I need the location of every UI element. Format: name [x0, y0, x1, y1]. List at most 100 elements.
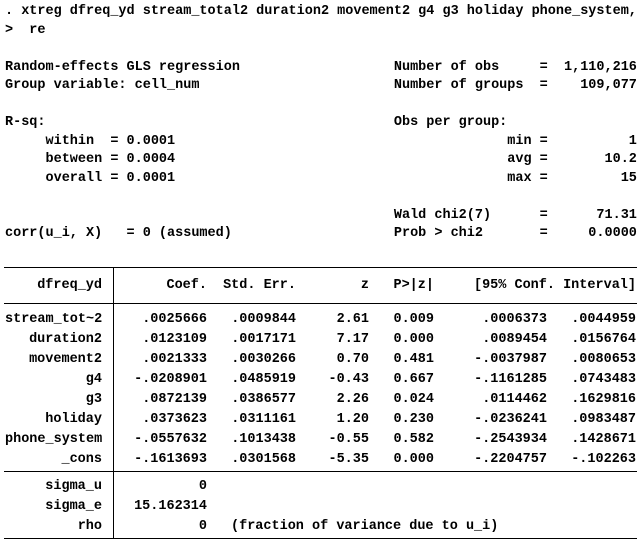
value-cell: 15.162314 [134, 499, 207, 514]
z-cell: 1.20 [336, 412, 369, 427]
coef-cell: .0123109 [142, 332, 207, 347]
std-err-header-cell: Std. Err. [223, 278, 296, 293]
var-name-cell: duration2 [29, 332, 102, 347]
coef-cell: -.0557632 [134, 432, 207, 447]
var-name-cell: rho [77, 519, 102, 534]
std-err-cell: .0030266 [231, 352, 296, 367]
table-row: stream_tot~2 .0025666 .0009844 2.61 0.00… [5, 310, 637, 330]
header-separator-rule [4, 303, 637, 304]
z-cell: 2.26 [336, 392, 369, 407]
note-cell: (fraction of variance due to u_i) [231, 519, 499, 534]
z-cell: 0.70 [336, 352, 369, 367]
std-err-cell: .0485919 [231, 372, 296, 387]
z-cell: 2.61 [336, 312, 369, 327]
column-divider-line [113, 267, 114, 539]
std-err-cell: .0311161 [231, 412, 296, 427]
model-title-nobs-line: Random-effects GLS regression Number of … [5, 59, 637, 75]
blank-line [5, 40, 637, 59]
sigma-u-row: sigma_u 0 [5, 477, 637, 497]
p-cell: 0.230 [393, 412, 434, 427]
ci-header-cell: [95% Conf. Interval] [473, 278, 636, 293]
coefficient-table-body: stream_tot~2 .0025666 .0009844 2.61 0.00… [5, 310, 637, 470]
ci-low-cell: -.0236241 [474, 412, 547, 427]
z-cell: -0.55 [328, 432, 369, 447]
coef-cell: .0373623 [142, 412, 207, 427]
variance-components-block: sigma_u 0 sigma_e 15.162314 rho 0 (fract… [5, 477, 637, 537]
std-err-cell: .0301568 [231, 452, 296, 467]
ci-high-cell: -.102263 [571, 452, 636, 467]
var-name-cell: sigma_u [45, 479, 102, 494]
command-continuation: > re [5, 22, 46, 38]
std-err-cell: .0386577 [231, 392, 296, 407]
p-cell: 0.009 [393, 312, 434, 327]
table-top-rule [4, 267, 637, 268]
z-header-cell: z [360, 278, 369, 293]
ci-low-cell: -.2543934 [474, 432, 547, 447]
ci-high-cell: .0983487 [571, 412, 636, 427]
table-row: g4 -.0208901 .0485919 -0.43 0.667 -.1161… [5, 370, 637, 390]
table-row: _cons -.1613693 .0301568 -5.35 0.000 -.2… [5, 450, 637, 470]
wald-chi2-line: Wald chi2(7) = 71.31 [5, 207, 637, 223]
footer-separator-rule [4, 471, 637, 472]
table-row: movement2 .0021333 .0030266 0.70 0.481 -… [5, 350, 637, 370]
output-header-block: . xtreg dfreq_yd stream_total2 duration2… [5, 3, 637, 244]
value-cell: 0 [198, 479, 207, 494]
var-name-cell: g4 [85, 372, 102, 387]
var-name-cell: _cons [61, 452, 102, 467]
table-row: phone_system -.0557632 .1013438 -0.55 0.… [5, 430, 637, 450]
p-cell: 0.582 [393, 432, 434, 447]
coef-cell: .0025666 [142, 312, 207, 327]
ci-low-cell: -.0037987 [474, 352, 547, 367]
ci-low-cell: -.1161285 [474, 372, 547, 387]
var-name-cell: sigma_e [45, 499, 102, 514]
table-bottom-rule [4, 538, 637, 539]
rsq-obs-per-group-line: R-sq: Obs per group: [5, 115, 508, 130]
corr-prob-chi2-line: corr(u_i, X) = 0 (assumed) Prob > chi2 =… [5, 226, 637, 241]
ci-low-cell: .0114462 [482, 392, 547, 407]
coef-cell: .0872139 [142, 392, 207, 407]
note-cell [207, 477, 231, 497]
p-header-cell: P>|z| [393, 278, 434, 293]
ci-high-cell: .0743483 [571, 372, 636, 387]
value-cell: 0 [198, 519, 207, 534]
command-line: . xtreg dfreq_yd stream_total2 duration2… [5, 4, 637, 19]
table-row: g3 .0872139 .0386577 2.26 0.024 .0114462… [5, 390, 637, 410]
std-err-cell: .0009844 [231, 312, 296, 327]
ci-high-cell: .0044959 [571, 312, 636, 327]
z-cell: 7.17 [336, 332, 369, 347]
coef-cell: -.1613693 [134, 452, 207, 467]
table-row: holiday .0373623 .0311161 1.20 0.230 -.0… [5, 410, 637, 430]
blank-line [5, 188, 637, 207]
depvar-header-cell: dfreq_yd [37, 278, 102, 293]
var-name-cell: g3 [85, 392, 102, 407]
coef-header-cell: Coef. [166, 278, 207, 293]
ci-low-cell: .0089454 [482, 332, 547, 347]
ci-high-cell: .0156764 [571, 332, 636, 347]
p-cell: 0.000 [393, 452, 434, 467]
var-name-cell: phone_system [5, 432, 103, 447]
p-cell: 0.481 [393, 352, 434, 367]
rsq-between-avg-line: between = 0.0004 avg = 10.2 [5, 152, 637, 167]
ci-high-cell: .1428671 [571, 432, 636, 447]
rho-row: rho 0 (fraction of variance due to u_i) [5, 517, 637, 537]
ci-high-cell: .1629816 [571, 392, 636, 407]
std-err-cell: .1013438 [231, 432, 296, 447]
var-name-cell: holiday [45, 412, 102, 427]
z-cell: -5.35 [328, 452, 369, 467]
p-cell: 0.667 [393, 372, 434, 387]
p-cell: 0.024 [393, 392, 434, 407]
p-cell: 0.000 [393, 332, 434, 347]
coef-cell: .0021333 [142, 352, 207, 367]
rsq-within-min-line: within = 0.0001 min = 1 [5, 133, 637, 149]
ci-high-cell: .0080653 [571, 352, 636, 367]
sigma-e-row: sigma_e 15.162314 [5, 497, 637, 517]
z-cell: -0.43 [328, 372, 369, 387]
table-row: duration2 .0123109 .0017171 7.17 0.000 .… [5, 330, 637, 350]
blank-line [5, 96, 637, 115]
table-header-row: dfreq_yd Coef. Std. Err. z P>|z| [95% Co… [5, 276, 637, 296]
ci-low-cell: .0006373 [482, 312, 547, 327]
rsq-overall-max-line: overall = 0.0001 max = 15 [5, 170, 637, 186]
group-variable-line: Group variable: cell_num Number of group… [5, 78, 637, 93]
note-cell [207, 497, 231, 517]
